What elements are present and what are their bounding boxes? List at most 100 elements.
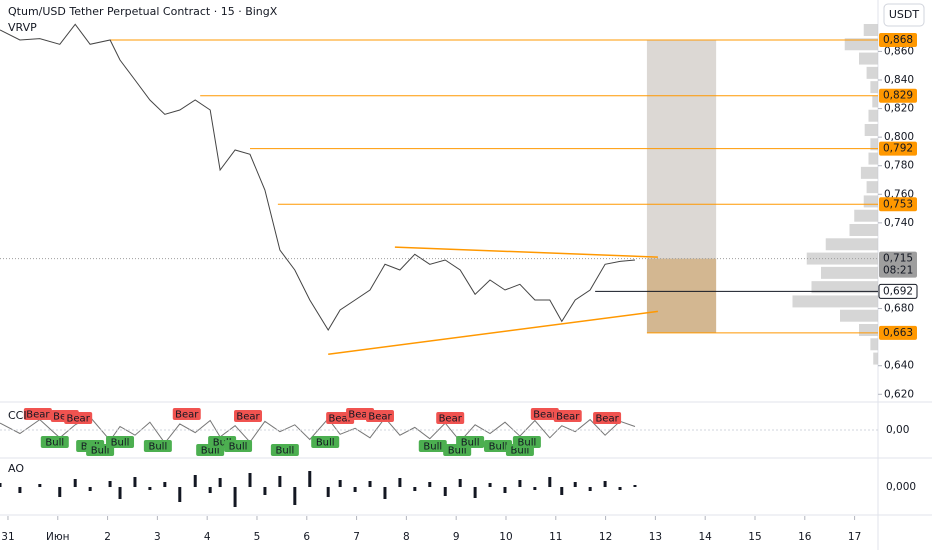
bull-label: Bull — [423, 442, 442, 453]
ao-bar — [573, 482, 577, 487]
volume-bar — [811, 281, 878, 294]
y-tick-label: 0,840 — [884, 74, 914, 86]
last-price-label: 0,715 — [883, 253, 913, 265]
volume-bar — [868, 152, 878, 165]
bear-signal — [234, 410, 263, 422]
x-tick-label: 15 — [748, 531, 761, 543]
bear-signal — [530, 408, 559, 420]
plot: 0,6200,6400,6800,7400,7600,7800,8000,820… — [0, 23, 918, 543]
y-tick-label: 0,820 — [884, 103, 914, 115]
bear-label: Bear — [175, 410, 199, 421]
x-tick-label: 3 — [154, 531, 161, 543]
x-tick-label: 12 — [599, 531, 612, 543]
bull-label: Bull — [448, 446, 467, 457]
bear-label: Bear — [595, 414, 619, 425]
x-tick-label: 14 — [699, 531, 713, 543]
bear-label: Bear — [556, 412, 580, 423]
x-tick-label: 5 — [254, 531, 261, 543]
last-price-box — [879, 251, 917, 278]
x-tick-label: 9 — [453, 531, 460, 543]
ao-bar — [73, 479, 77, 487]
volume-bar — [849, 224, 878, 236]
y-tick-label: 0,680 — [884, 303, 914, 315]
bear-label: Bear — [348, 410, 372, 421]
x-tick-label: 13 — [649, 531, 662, 543]
bear-signal — [64, 412, 93, 424]
ao-bar — [443, 487, 447, 496]
volume-bar — [860, 166, 878, 179]
bull-signal — [40, 436, 69, 448]
level-label-box — [879, 197, 917, 212]
ao-label: AO — [8, 462, 24, 475]
bull-label: Bull — [213, 438, 232, 449]
volume-bar — [864, 124, 878, 136]
volume-bar — [863, 24, 878, 36]
trendline — [394, 246, 658, 258]
ao-bar — [413, 487, 417, 491]
currency-text[interactable]: USDT — [889, 8, 920, 21]
volume-bar — [873, 352, 878, 365]
ao-bar — [163, 482, 167, 487]
volume-bar — [870, 338, 878, 351]
bear-signal — [436, 412, 465, 424]
ao-bar — [560, 487, 564, 495]
volume-bar — [863, 195, 878, 208]
bull-label: Bull — [461, 438, 480, 449]
level-label: 0,792 — [883, 143, 913, 155]
bull-label: Bull — [201, 446, 220, 457]
y-tick-label: 0,620 — [884, 388, 914, 400]
cci-label: CCI — [8, 409, 27, 422]
volume-bar — [806, 252, 878, 265]
x-tick-label: 2 — [104, 531, 111, 543]
currency-button[interactable] — [883, 3, 925, 27]
ao-bar — [398, 478, 402, 487]
ao-bar — [148, 487, 152, 490]
bull-signal — [311, 436, 340, 448]
ao-bar — [133, 477, 137, 487]
ao-bar — [633, 485, 637, 487]
bull-label: Bull — [316, 438, 335, 449]
bear-label: Bear — [236, 412, 260, 423]
ao-bar — [473, 487, 477, 498]
ao-bar — [548, 477, 552, 487]
chart-title: Qtum/USD Tether Perpetual Contract · 15 … — [8, 5, 278, 18]
bull-signal — [456, 436, 485, 448]
ao-bar — [588, 487, 592, 491]
ao-bar — [428, 482, 432, 487]
bear-signal — [553, 410, 582, 422]
bull-label: Bull — [111, 438, 130, 449]
volume-bar — [868, 109, 878, 122]
position-target — [646, 40, 717, 259]
bull-signal — [106, 436, 135, 448]
ao-bar — [308, 471, 312, 487]
ao-bar — [603, 481, 607, 487]
x-tick-label: 10 — [499, 531, 512, 543]
bear-label: Bear — [26, 410, 50, 421]
countdown: 08:21 — [883, 265, 913, 277]
level-label-box — [879, 325, 917, 340]
bear-signal — [365, 410, 394, 422]
ao-bar — [488, 483, 492, 487]
x-tick-label: 8 — [403, 531, 410, 543]
ao-bar — [618, 487, 622, 490]
ao-bar — [368, 481, 372, 487]
volume-bar — [792, 295, 878, 308]
bear-signal — [172, 408, 201, 420]
volume-bar — [866, 66, 878, 79]
level-label-box — [879, 88, 917, 103]
ao-bar — [458, 479, 462, 487]
y-tick-label: 0,740 — [884, 217, 914, 229]
y-tick-label: 0,780 — [884, 160, 914, 172]
ao-bar — [193, 475, 197, 487]
bull-label: Bull — [229, 442, 248, 453]
level-label-box — [879, 33, 917, 47]
ao-bar — [58, 487, 62, 497]
ao-bar — [118, 487, 122, 499]
y-tick-label: 0,860 — [884, 45, 914, 57]
position-stop — [646, 258, 717, 333]
bear-label: Bear — [368, 412, 392, 423]
ao-bar — [293, 487, 297, 505]
cci-tick-label: 0,00 — [886, 424, 909, 436]
